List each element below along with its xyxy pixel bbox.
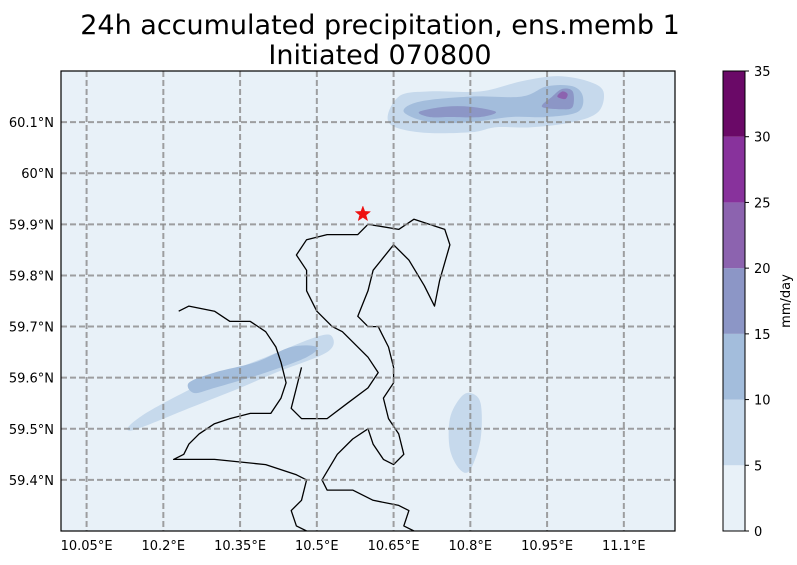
colorbar-tick-label-5: 20 xyxy=(754,262,771,277)
precipitation-contours xyxy=(127,76,605,473)
y-tick-label-5: 59.8°N xyxy=(9,269,54,284)
map-background xyxy=(61,71,675,531)
colorbar-label: mm/day xyxy=(779,274,794,328)
colorbar-tick-label-6: 25 xyxy=(754,196,771,211)
colorbar-segment-5 xyxy=(723,202,745,269)
precip-region-8 xyxy=(557,91,568,100)
colorbar-segment-1 xyxy=(723,465,745,531)
gridlines xyxy=(61,71,675,531)
colorbar-tick-label-8: 35 xyxy=(754,65,771,80)
y-tick-label-8: 60.1°N xyxy=(9,116,54,131)
precip-region-3 xyxy=(448,392,482,473)
x-tick-label-8: 11.1°E xyxy=(602,539,646,554)
marker-layer xyxy=(354,205,372,222)
y-tick-labels: 59.4°N 59.5°N 59.6°N 59.7°N 59.8°N 59.9°N 60°N… xyxy=(9,116,54,489)
y-tick-label-4: 59.7°N xyxy=(9,321,54,336)
y-tick-label-1: 59.4°N xyxy=(9,474,54,489)
coastline-fjord xyxy=(290,218,451,531)
map-frame xyxy=(60,70,676,532)
precip-region-2 xyxy=(187,345,318,394)
colorbar-segment-2 xyxy=(723,399,745,466)
colorbar-frame xyxy=(722,70,746,532)
colorbar-tick-label-1: 0 xyxy=(754,525,762,540)
x-tick-label-3: 10.35°E xyxy=(214,539,266,554)
colorbar-tick-label-3: 10 xyxy=(754,394,771,409)
colorbar-segment-4 xyxy=(723,268,745,334)
y-tick-label-2: 59.5°N xyxy=(9,423,54,438)
colorbar-tick-label-4: 15 xyxy=(754,328,771,343)
colorbar-tick-label-7: 30 xyxy=(754,131,771,146)
x-tick-label-7: 10.95°E xyxy=(521,539,573,554)
x-tick-label-5: 10.65°E xyxy=(368,539,420,554)
chart-title-line2: Initiated 070800 xyxy=(268,40,491,71)
y-tick-label-7: 60°N xyxy=(21,167,54,182)
chart-title-line1: 24h accumulated precipitation, ens.memb … xyxy=(80,10,680,41)
precip-region-6 xyxy=(418,106,497,118)
x-tick-label-4: 10.5°E xyxy=(295,539,339,554)
x-tick-label-2: 10.2°E xyxy=(141,539,185,554)
colorbar-segment-3 xyxy=(723,333,745,400)
colorbar xyxy=(722,70,746,532)
colorbar-tick-label-2: 5 xyxy=(754,459,762,474)
colorbar-segment-7 xyxy=(723,71,745,137)
colorbar-tick-labels: 0 5 10 15 20 25 30 35 xyxy=(745,65,771,540)
x-tick-labels: 10.05°E 10.2°E 10.35°E 10.5°E 10.65°E 10.8°E 1… xyxy=(61,539,646,554)
colorbar-segment-6 xyxy=(723,136,745,203)
y-tick-label-6: 59.9°N xyxy=(9,218,54,233)
location-star-marker xyxy=(354,205,372,222)
x-tick-label-1: 10.05°E xyxy=(61,539,113,554)
x-tick-label-6: 10.8°E xyxy=(448,539,492,554)
y-tick-label-3: 59.6°N xyxy=(9,372,54,387)
